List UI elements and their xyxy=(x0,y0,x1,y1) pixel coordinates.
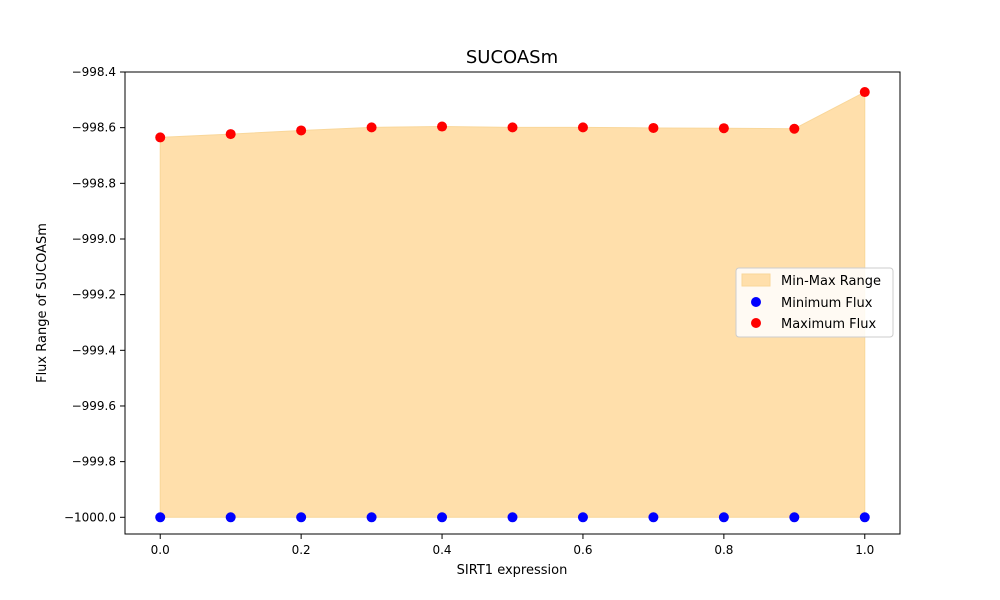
x-tick-label: 0.4 xyxy=(432,543,451,557)
y-tick-label: −999.8 xyxy=(72,455,116,469)
legend-label-max: Maximum Flux xyxy=(781,317,877,332)
min-flux-point xyxy=(577,512,588,523)
max-flux-point xyxy=(437,121,448,132)
max-flux-point xyxy=(789,123,800,134)
legend-box xyxy=(735,267,894,338)
points-layer xyxy=(155,87,870,523)
max-flux-point xyxy=(366,122,377,133)
y-tick-label: −999.6 xyxy=(72,399,116,413)
y-tick-label: −1000.0 xyxy=(64,510,116,524)
x-tick-label: 0.0 xyxy=(151,543,170,557)
y-tick-label: −999.4 xyxy=(72,343,116,357)
legend-label-min: Minimum Flux xyxy=(781,296,873,311)
min-flux-point xyxy=(155,512,166,523)
x-axis-label: SIRT1 expression xyxy=(457,563,568,578)
legend-swatch-range xyxy=(741,273,771,287)
min-flux-point xyxy=(859,512,870,523)
max-flux-point xyxy=(859,87,870,98)
chart-title: SUCOASm xyxy=(466,47,558,68)
max-flux-point xyxy=(648,122,659,133)
min-flux-point xyxy=(296,512,307,523)
min-flux-point xyxy=(789,512,800,523)
legend-label-range: Min-Max Range xyxy=(781,274,881,289)
plot-frame xyxy=(124,71,901,535)
x-tick-label: 0.6 xyxy=(573,543,592,557)
legend: Min-Max Range Minimum Flux Maximum Flux xyxy=(735,267,894,338)
y-tick-label: −998.8 xyxy=(72,176,116,190)
min-flux-point xyxy=(718,512,729,523)
max-flux-point xyxy=(718,123,729,134)
min-flux-point xyxy=(225,512,236,523)
y-tick-label: −998.6 xyxy=(72,121,116,135)
legend-marker-min xyxy=(751,297,761,307)
x-tick-label: 0.2 xyxy=(292,543,311,557)
max-flux-point xyxy=(507,122,518,133)
x-tick-label: 1.0 xyxy=(855,543,874,557)
y-axis-label: Flux Range of SUCOASm xyxy=(35,223,50,383)
max-flux-point xyxy=(225,129,236,140)
y-tick-label: −999.0 xyxy=(72,232,116,246)
min-flux-point xyxy=(437,512,448,523)
max-flux-point xyxy=(577,122,588,133)
y-tick-label: −999.2 xyxy=(72,288,116,302)
x-axis: 0.0 0.2 0.4 0.6 0.8 1.0 xyxy=(151,534,874,557)
max-flux-point xyxy=(155,132,166,143)
min-flux-point xyxy=(507,512,518,523)
min-flux-point xyxy=(366,512,377,523)
legend-marker-max xyxy=(751,318,761,328)
max-flux-point xyxy=(296,125,307,136)
y-axis: −998.4 −998.6 −998.8 −999.0 −999.2 −999.4 −999… xyxy=(64,65,125,524)
y-tick-label: −998.4 xyxy=(72,65,116,79)
min-flux-point xyxy=(648,512,659,523)
x-tick-label: 0.8 xyxy=(714,543,733,557)
